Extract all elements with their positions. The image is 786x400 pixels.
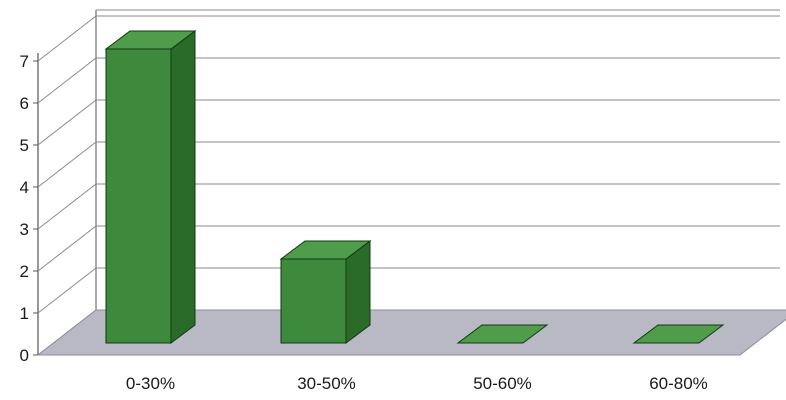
chart-floor — [36, 309, 786, 356]
bar-side — [170, 30, 196, 344]
x-tick-label: 50-60% — [473, 374, 532, 393]
gridlines — [33, 15, 780, 356]
side-gridline-4 — [37, 141, 97, 188]
bar-4 — [632, 324, 725, 344]
x-tick-label: 0-30% — [126, 374, 175, 393]
y-tick-label: 3 — [20, 220, 29, 239]
bar-1 — [104, 30, 197, 344]
bar-3 — [456, 324, 549, 344]
bar-top — [104, 30, 197, 50]
y-tick-label: 0 — [20, 346, 29, 365]
bar-top — [456, 324, 549, 344]
side-gridline-7 — [37, 15, 97, 62]
y-tick-label: 6 — [20, 94, 29, 113]
bar-front — [105, 48, 172, 344]
x-tick-label: 30-50% — [297, 374, 356, 393]
bar-top — [279, 240, 372, 260]
bar-front — [280, 258, 347, 344]
y-tick-label: 1 — [20, 304, 29, 323]
x-tick-label: 60-80% — [649, 374, 708, 393]
side-gridline-5 — [37, 99, 97, 146]
y-tick-label: 4 — [20, 178, 29, 197]
y-tick-label: 5 — [20, 136, 29, 155]
y-tick-label: 2 — [20, 262, 29, 281]
y-tick-label: 7 — [20, 52, 29, 71]
x-axis-tick-labels: 0-30% 30-50% 50-60% 60-80% — [126, 374, 708, 393]
y-axis-tick-labels: 0 1 2 3 4 5 6 7 — [20, 52, 29, 365]
side-gridline-3 — [37, 183, 97, 230]
side-gridline-1 — [37, 267, 97, 314]
bar-2 — [279, 240, 372, 344]
bar-top — [632, 324, 725, 344]
bars — [104, 30, 725, 344]
side-gridline-2 — [37, 225, 97, 272]
floor — [36, 309, 786, 356]
side-gridline-6 — [37, 57, 97, 104]
